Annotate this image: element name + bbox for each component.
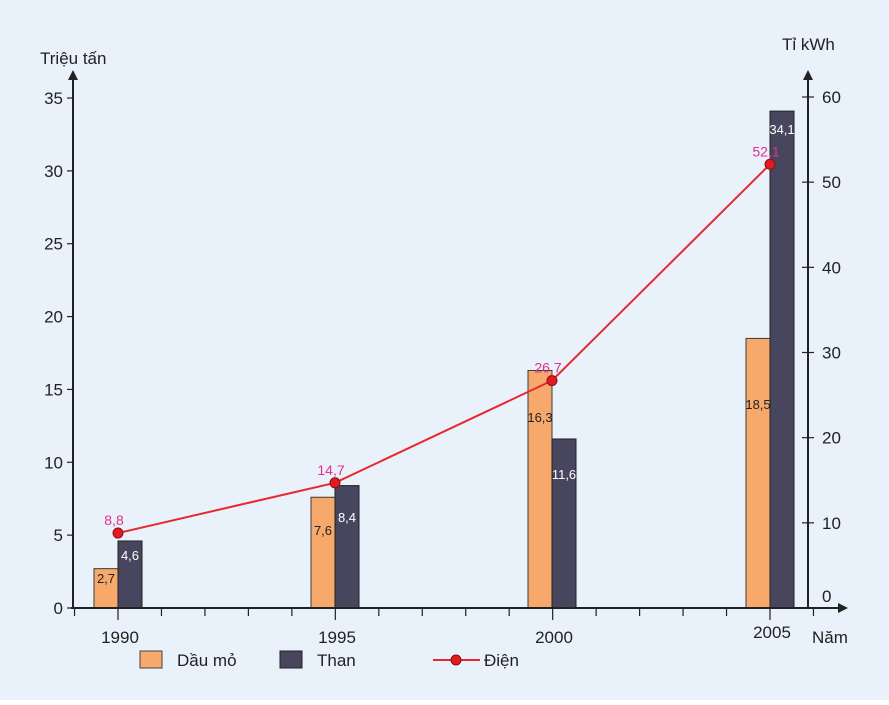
x-axis-arrow (838, 603, 848, 613)
right-tick-label: 30 (822, 344, 841, 363)
line-label-electricity-2005: 52,1 (752, 143, 779, 159)
point-electricity-2000 (546, 375, 558, 387)
legend: Dầu mỏ Than Điện (139, 650, 519, 670)
axes-layer (67, 70, 848, 620)
point-electricity-1995 (329, 477, 341, 489)
category-label-2005: 2005 (753, 623, 791, 642)
bar-coal-2000 (551, 438, 577, 609)
bar-label-oil-2005: 18,5 (745, 397, 770, 412)
data-labels-layer: 2,7 4,6 7,6 8,4 16,3 11,6 18,5 34,1 8,8 14,7 26,7 5… (97, 122, 795, 586)
category-label-2000: 2000 (535, 628, 573, 647)
point-electricity-2005 (764, 158, 776, 170)
right-tick-label: 40 (822, 258, 841, 277)
bar-coal-2005 (769, 110, 795, 609)
left-axis-arrow (68, 70, 78, 80)
line-label-electricity-1995: 14,7 (317, 462, 344, 478)
right-tick-label: 10 (822, 514, 841, 533)
bars-layer (93, 110, 795, 609)
legend-electricity-marker (450, 654, 462, 666)
bar-oil-1995 (310, 496, 336, 609)
left-tick-label: 5 (54, 526, 63, 545)
bar-label-coal-1995: 8,4 (338, 510, 356, 525)
legend-coal-label: Than (317, 651, 356, 670)
right-tick-label: 0 (822, 587, 831, 606)
series-line-electricity (117, 163, 771, 535)
right-tick-label: 50 (822, 173, 841, 192)
x-axis-title: Năm (812, 628, 848, 647)
bar-coal-1990 (117, 540, 143, 609)
legend-oil-swatch (139, 650, 163, 669)
line-label-electricity-2000: 26,7 (534, 360, 561, 376)
ticks-layer: 0 5 10 15 20 25 30 35 0 10 20 30 40 50 60 1990 1995 2000 2… (44, 88, 841, 647)
bar-oil-1990 (93, 568, 119, 609)
legend-oil-label: Dầu mỏ (177, 651, 237, 670)
bar-label-coal-2000: 11,6 (552, 467, 576, 482)
category-label-1990: 1990 (101, 628, 139, 647)
left-tick-label: 0 (54, 599, 63, 618)
line-label-electricity-1990: 8,8 (104, 512, 124, 528)
bar-label-coal-2005: 34,1 (769, 122, 794, 137)
left-tick-label: 10 (44, 453, 63, 472)
left-tick-label: 15 (44, 380, 63, 399)
bar-label-oil-2000: 16,3 (527, 410, 552, 425)
bar-label-coal-1990: 4,6 (121, 548, 139, 563)
bar-coal-1995 (334, 485, 360, 609)
right-tick-label: 20 (822, 429, 841, 448)
right-axis-title: Tỉ kWh (782, 35, 835, 54)
legend-electricity-label: Điện (484, 651, 519, 670)
bar-oil-2005 (745, 337, 771, 609)
category-label-1995: 1995 (318, 628, 356, 647)
legend-coal-swatch (279, 650, 303, 669)
line-layer (112, 158, 776, 539)
bar-label-oil-1990: 2,7 (97, 571, 115, 586)
bar-label-oil-1995: 7,6 (314, 523, 332, 538)
right-tick-label: 60 (822, 88, 841, 107)
point-electricity-1990 (112, 527, 124, 539)
left-tick-label: 35 (44, 89, 63, 108)
left-tick-label: 20 (44, 308, 63, 327)
left-tick-label: 30 (44, 162, 63, 181)
left-tick-label: 25 (44, 235, 63, 254)
left-axis-title: Triệu tấn (40, 49, 106, 68)
right-axis-arrow (803, 70, 813, 80)
bar-oil-2000 (527, 369, 553, 609)
